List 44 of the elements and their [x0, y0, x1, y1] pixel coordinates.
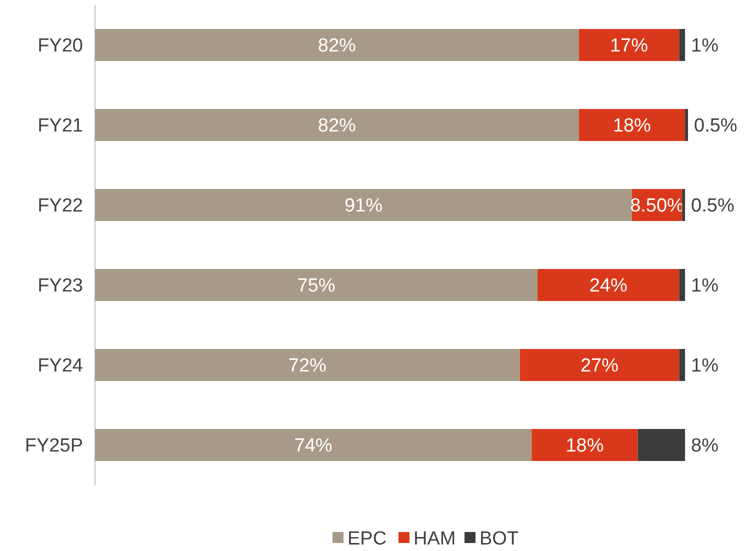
bar: [95, 269, 538, 301]
y-tick-label: FY23: [38, 276, 83, 297]
bar: [520, 349, 680, 381]
data-label: 0.5%: [691, 196, 734, 217]
bar: [538, 269, 680, 301]
data-label: 1%: [691, 356, 719, 377]
data-label: 18%: [612, 116, 652, 137]
data-label: 74%: [294, 436, 332, 457]
data-label: 8%: [691, 436, 719, 457]
data-label: 1%: [691, 36, 719, 57]
y-tick-label: FY20: [38, 36, 83, 57]
y-tick-label: FY21: [38, 116, 83, 137]
data-label: 18%: [566, 436, 604, 457]
bar: [578, 109, 686, 141]
bar: [685, 109, 688, 141]
data-label: 1%: [691, 276, 719, 297]
bar: [95, 349, 520, 381]
y-tick-label: FY22: [38, 196, 83, 217]
y-tick-label: FY24: [38, 356, 84, 377]
bar: [95, 29, 579, 61]
data-label: 8.50%: [630, 196, 684, 217]
data-label: 82%: [318, 116, 356, 137]
legend-label: HAM: [414, 528, 456, 550]
y-tick-label: FY25P: [24, 436, 83, 457]
bar: [95, 429, 532, 461]
bar: [532, 429, 638, 461]
data-label: 72%: [288, 356, 327, 377]
legend-label: BOT: [480, 528, 519, 550]
bar: [638, 429, 686, 461]
data-label: 82%: [318, 36, 356, 57]
bar: [682, 189, 686, 221]
bar: [578, 29, 680, 61]
legend-label: EPC: [348, 528, 387, 550]
data-label: 24%: [589, 276, 628, 297]
data-label: 27%: [580, 356, 619, 377]
data-label: 91%: [344, 196, 383, 217]
bar: [95, 189, 632, 221]
bar: [679, 269, 686, 301]
data-label: 0.5%: [694, 116, 738, 137]
bar: [679, 349, 686, 381]
data-label: 75%: [297, 276, 336, 297]
bar: [679, 29, 686, 61]
data-label: 17%: [610, 36, 648, 57]
bar: [95, 109, 579, 141]
